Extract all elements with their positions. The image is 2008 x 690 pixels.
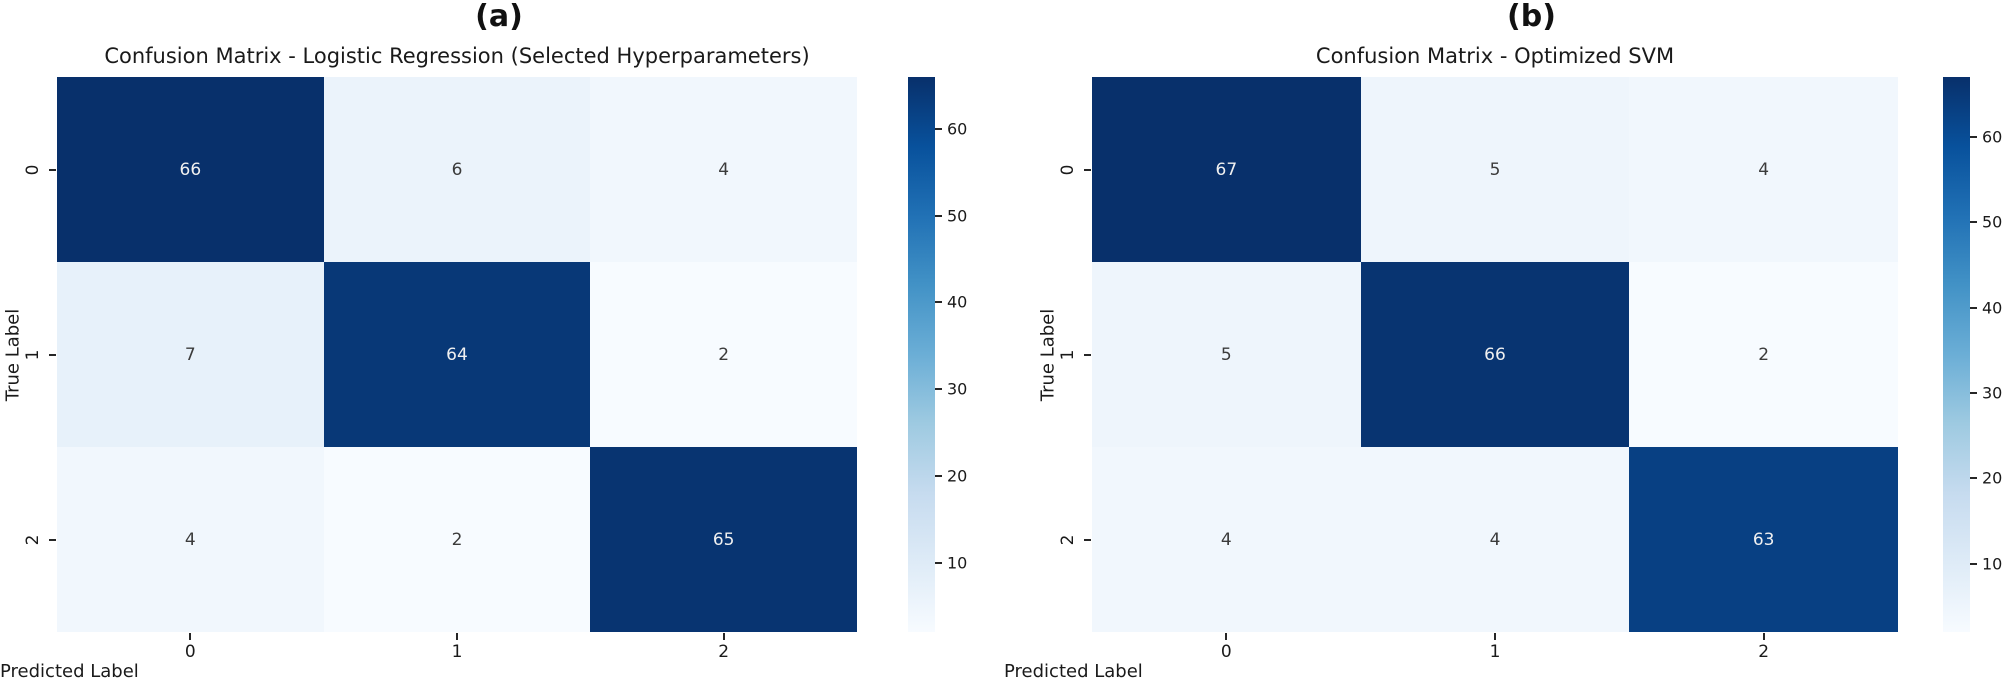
heatmap-cell-r1c0: 5 <box>1092 262 1361 447</box>
heatmap-cell-r0c0: 66 <box>57 77 324 262</box>
y-tick-label: 1 <box>1058 349 1078 360</box>
panel-label-b: (b) <box>1507 0 1556 34</box>
y-tick-label: 2 <box>23 534 43 545</box>
colorbar-tick-label: 60 <box>947 119 968 139</box>
x-axis-label: Predicted Label <box>1004 661 1143 682</box>
x-tick-mark <box>722 633 725 640</box>
colorbar-tick-mark <box>1970 135 1977 138</box>
y-axis-label: True Label <box>1037 308 1059 401</box>
heatmap-grid: 66 6 4 7 64 2 4 2 65 <box>57 77 857 632</box>
colorbar-tick-label: 30 <box>1982 383 2003 403</box>
colorbar-tick-mark <box>935 561 942 564</box>
heatmap-cell-r2c0: 4 <box>57 447 324 632</box>
heatmap-cell-r1c1: 66 <box>1360 262 1630 447</box>
heatmap-cell-r2c2: 63 <box>1629 447 1898 632</box>
x-tick-label: 2 <box>1758 642 1770 662</box>
colorbar-tick-label: 50 <box>947 206 968 226</box>
y-axis-label: True Label <box>2 308 24 401</box>
y-tick-label: 0 <box>1058 164 1078 175</box>
x-axis-label: Predicted Label <box>0 661 139 682</box>
colorbar-tick-mark <box>935 474 942 477</box>
chart-title-a: Confusion Matrix - Logistic Regression (… <box>104 44 810 68</box>
chart-title-b: Confusion Matrix - Optimized SVM <box>1315 44 1675 68</box>
colorbar-tick-label: 40 <box>947 292 968 312</box>
subplot-a: (a) Confusion Matrix - Logistic Regressi… <box>0 0 968 682</box>
colorbar <box>908 77 935 632</box>
x-tick-label: 0 <box>1220 642 1232 662</box>
heatmap-cell-r0c0: 67 <box>1092 77 1361 262</box>
colorbar-tick-label: 10 <box>1982 554 2003 574</box>
x-tick-label: 1 <box>451 642 463 662</box>
colorbar <box>1943 77 1970 632</box>
heatmap-cell-r2c1: 4 <box>1360 447 1630 632</box>
colorbar-tick-mark <box>935 214 942 217</box>
colorbar-tick-label: 60 <box>1982 127 2003 147</box>
y-tick-mark <box>49 168 56 171</box>
colorbar-tick-mark <box>935 301 942 304</box>
colorbar-tick-mark <box>1970 221 1977 224</box>
heatmap-cell-r0c1: 6 <box>323 77 591 262</box>
y-tick-mark <box>49 353 56 356</box>
heatmap-grid: 67 5 4 5 66 2 4 4 63 <box>1092 77 1898 632</box>
heatmap-cell-r2c2: 65 <box>590 447 857 632</box>
colorbar-tick-label: 50 <box>1982 212 2003 232</box>
subplot-b: (b) Confusion Matrix - Optimized SVM Tru… <box>1004 0 2008 690</box>
x-tick-mark <box>189 633 192 640</box>
heatmap-cell-r0c1: 5 <box>1360 77 1630 262</box>
y-tick-mark <box>1084 353 1091 356</box>
colorbar-tick-label: 40 <box>1982 298 2003 318</box>
heatmap-cell-r0c2: 4 <box>590 77 857 262</box>
colorbar-tick-mark <box>1970 391 1977 394</box>
x-tick-mark <box>1494 633 1496 640</box>
heatmap-cell-r2c1: 2 <box>323 447 591 632</box>
x-tick-label: 2 <box>718 642 730 662</box>
x-tick-label: 0 <box>184 642 196 662</box>
heatmap-cell-r2c0: 4 <box>1092 447 1361 632</box>
heatmap-cell-r1c1: 64 <box>323 262 591 447</box>
colorbar-tick-label: 20 <box>1982 468 2003 488</box>
heatmap-cell-r1c2: 2 <box>1629 262 1898 447</box>
y-tick-label: 0 <box>23 164 43 175</box>
y-tick-label: 1 <box>23 349 43 360</box>
colorbar-tick-mark <box>1970 562 1977 565</box>
y-tick-mark <box>49 538 56 541</box>
colorbar-tick-label: 30 <box>947 379 968 399</box>
heatmap-cell-r1c2: 2 <box>590 262 857 447</box>
y-tick-mark <box>1084 538 1091 541</box>
colorbar-tick-mark <box>1970 477 1977 480</box>
colorbar-tick-label: 20 <box>947 466 968 486</box>
x-tick-mark <box>456 633 458 640</box>
panel-label-a: (a) <box>475 0 523 34</box>
x-tick-mark <box>1762 633 1765 640</box>
colorbar-tick-mark <box>935 128 942 131</box>
y-tick-mark <box>1084 168 1091 171</box>
colorbar-tick-mark <box>935 388 942 391</box>
y-tick-label: 2 <box>1058 534 1078 545</box>
x-tick-label: 1 <box>1489 642 1501 662</box>
colorbar-tick-mark <box>1970 306 1977 309</box>
x-tick-mark <box>1225 633 1228 640</box>
heatmap-cell-r0c2: 4 <box>1629 77 1898 262</box>
colorbar-tick-label: 10 <box>947 553 968 573</box>
heatmap-cell-r1c0: 7 <box>57 262 324 447</box>
